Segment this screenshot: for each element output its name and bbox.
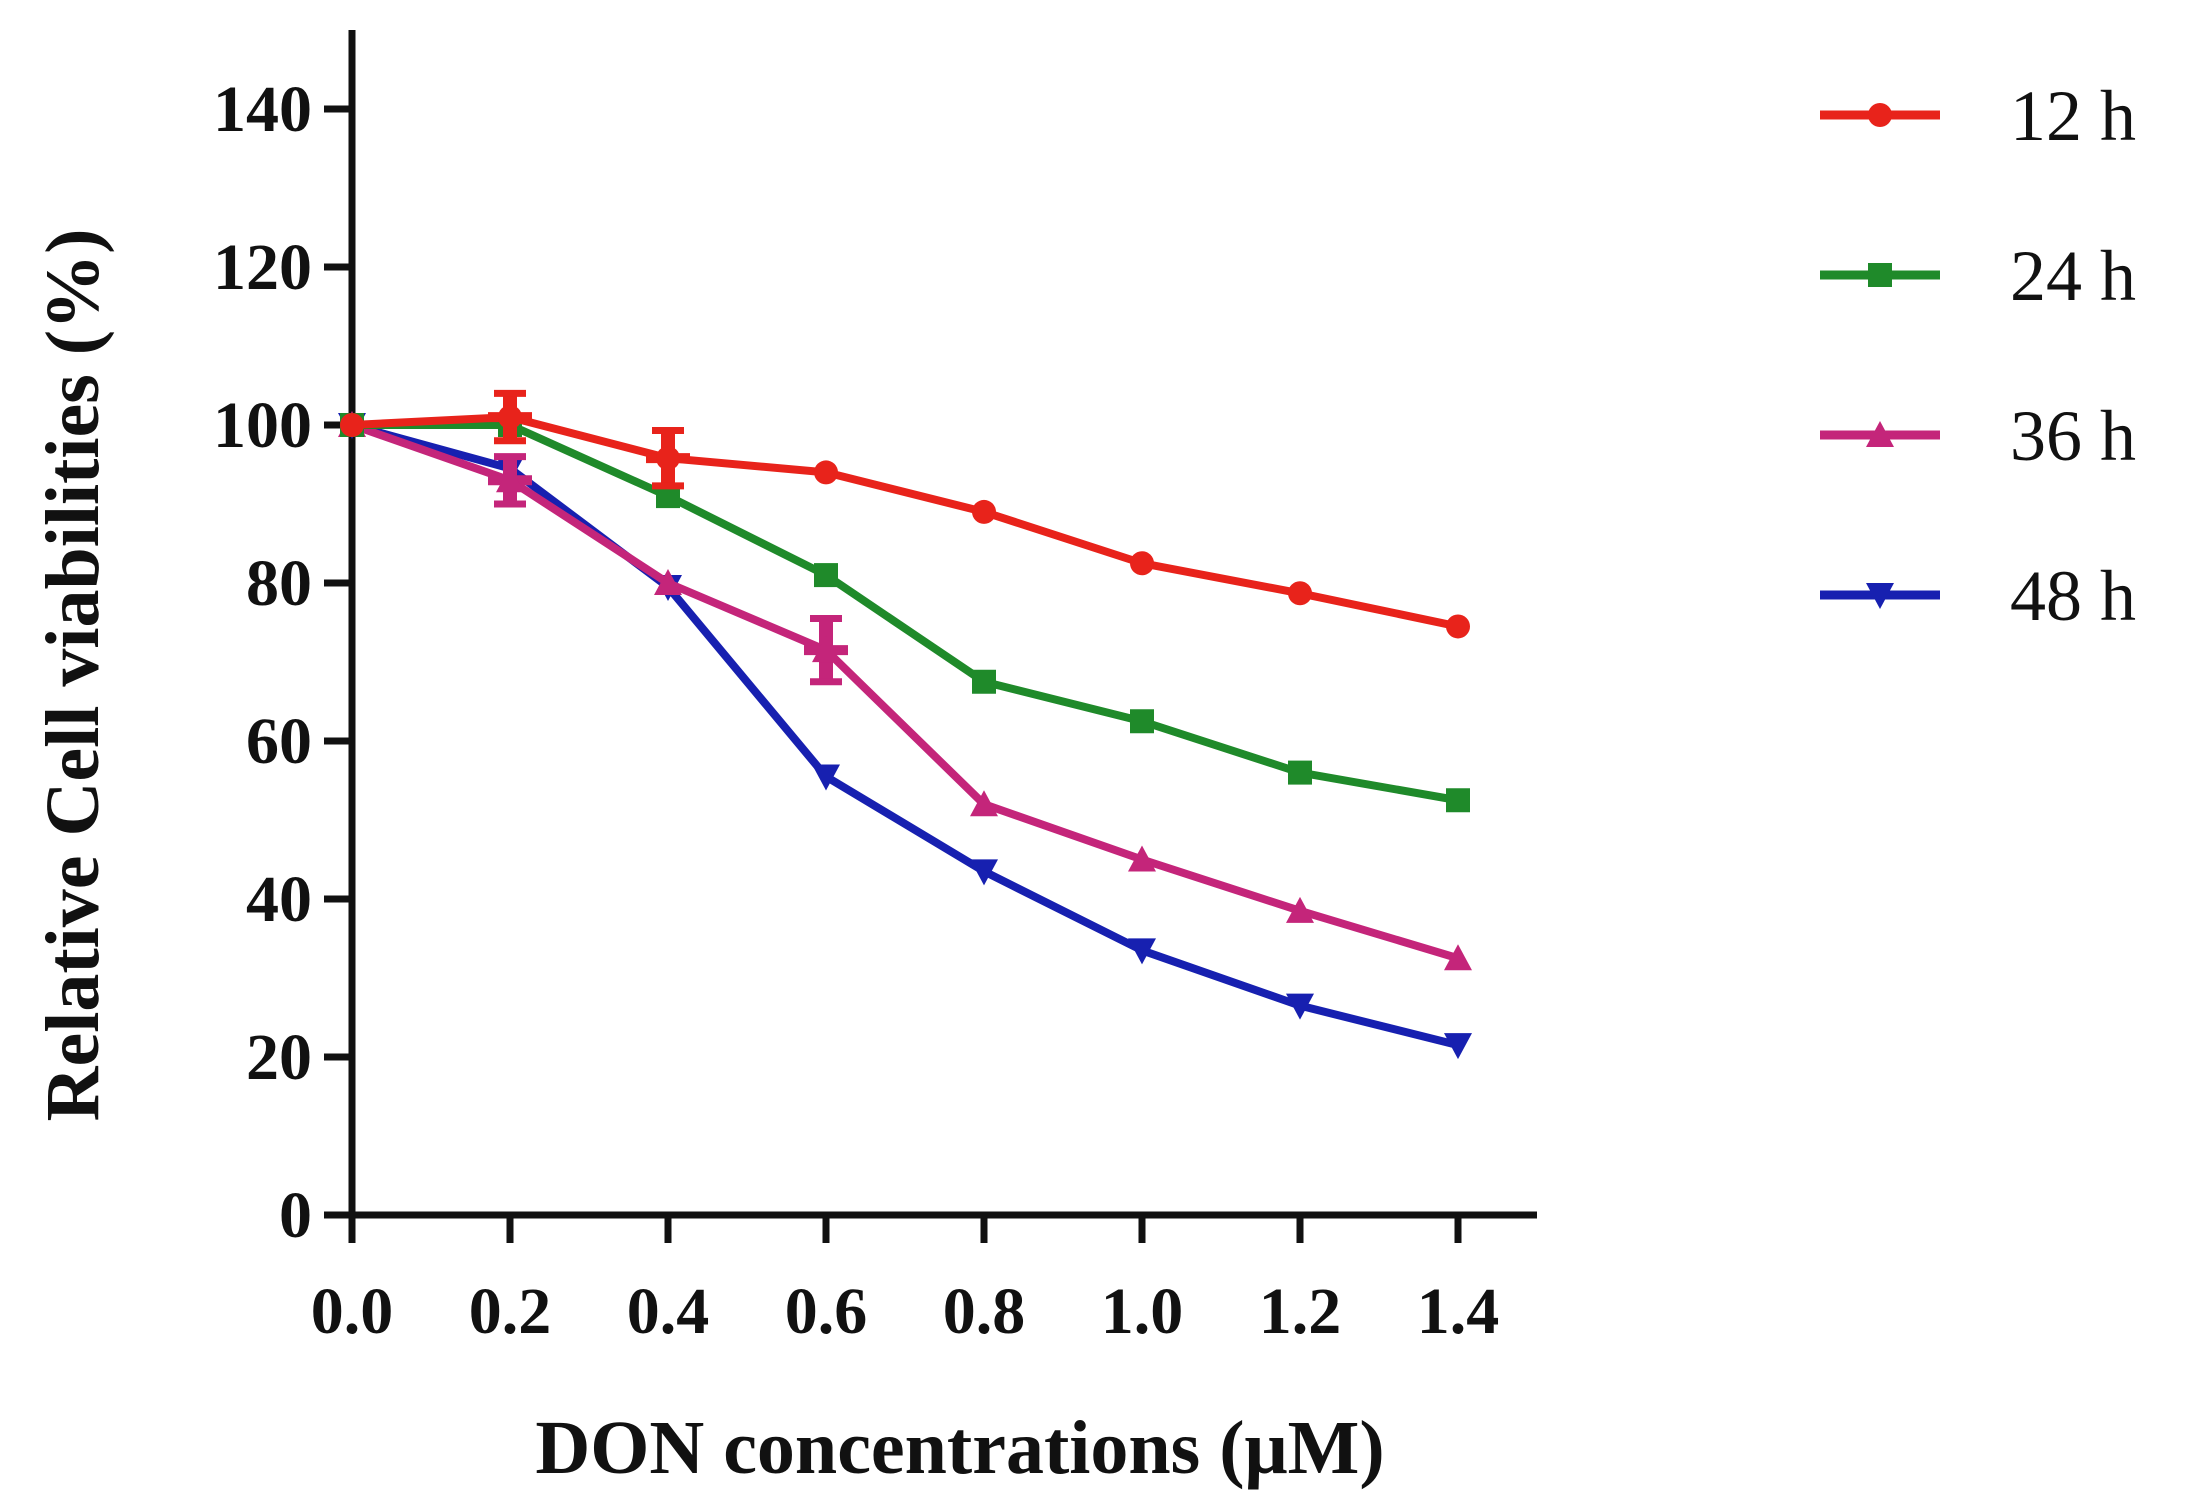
- x-tick-label: 1.0: [1101, 1275, 1184, 1348]
- data-point: [498, 405, 522, 430]
- y-tick-label: 0: [279, 1179, 312, 1252]
- series-36-h: [338, 411, 1472, 971]
- x-tick-label: 0.4: [627, 1275, 710, 1348]
- y-tick-label: 60: [246, 705, 312, 778]
- data-point: [970, 790, 998, 817]
- x-tick-label: 1.4: [1417, 1275, 1500, 1348]
- data-point: [496, 466, 524, 493]
- data-point: [1128, 845, 1156, 872]
- data-point: [656, 446, 680, 471]
- legend: 12 h 24 h 36 h 48 h: [1820, 76, 2136, 636]
- legend-label: 24 h: [2010, 236, 2136, 316]
- x-tick-label: 0.6: [785, 1275, 868, 1348]
- data-point: [972, 669, 996, 694]
- data-point: [814, 563, 838, 588]
- data-point: [1130, 709, 1154, 734]
- data-point: [1446, 614, 1470, 639]
- y-axis-title: Relative Cell viabilities (%): [31, 229, 115, 1122]
- legend-label: 36 h: [2010, 396, 2136, 476]
- series-line: [348, 421, 1462, 805]
- x-tick-label: 0.8: [943, 1275, 1026, 1348]
- data-point: [814, 460, 838, 485]
- legend-swatch-marker: [1868, 263, 1892, 287]
- data-point: [1286, 993, 1314, 1020]
- x-axis-title: DON concentrations (μM): [535, 1406, 1384, 1490]
- data-point: [1130, 551, 1154, 576]
- legend-label: 48 h: [2010, 556, 2136, 636]
- series-line: [348, 421, 1462, 1050]
- series-line: [348, 413, 1462, 631]
- y-tick-label: 100: [213, 389, 312, 462]
- legend-item-12-h: 12 h: [1820, 76, 2136, 156]
- data-point: [1446, 788, 1470, 813]
- axes: 0 20 40 60 80 100 120 140 0.0 0.2 0.4 0.6 0.8 1.0 1.2 1…: [213, 30, 1537, 1348]
- legend-swatch-marker: [1866, 421, 1894, 447]
- data-point: [970, 859, 998, 886]
- series-layer: [338, 389, 1472, 1060]
- y-tick-label: 20: [246, 1021, 312, 1094]
- legend-item-36-h: 36 h: [1820, 396, 2136, 476]
- data-point: [1444, 944, 1472, 971]
- series-12-h: [340, 389, 1470, 639]
- data-point: [1286, 896, 1314, 923]
- data-point: [1128, 938, 1156, 965]
- legend-swatch-marker: [1868, 103, 1892, 127]
- y-tick-label: 140: [213, 73, 312, 146]
- legend-label: 12 h: [2010, 76, 2136, 156]
- series-48-h: [338, 413, 1472, 1060]
- series-line: [348, 421, 1462, 963]
- data-point: [1288, 581, 1312, 606]
- legend-item-48-h: 48 h: [1820, 556, 2136, 636]
- data-point: [812, 764, 840, 791]
- y-tick-label: 80: [246, 547, 312, 620]
- x-tick-label: 0.2: [469, 1275, 552, 1348]
- data-point: [1444, 1033, 1472, 1060]
- x-tick-label: 1.2: [1259, 1275, 1342, 1348]
- legend-swatch-marker: [1866, 583, 1894, 609]
- x-tick-label: 0.0: [311, 1275, 394, 1348]
- data-point: [1288, 760, 1312, 785]
- y-tick-label: 40: [246, 863, 312, 936]
- data-point: [812, 636, 840, 663]
- legend-item-24-h: 24 h: [1820, 236, 2136, 316]
- data-point: [972, 499, 996, 524]
- y-tick-label: 120: [213, 231, 312, 304]
- data-point: [654, 569, 682, 595]
- data-point: [340, 413, 364, 437]
